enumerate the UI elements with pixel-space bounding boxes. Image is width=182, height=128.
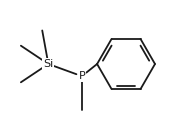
Text: Si: Si xyxy=(43,59,54,69)
Text: P: P xyxy=(78,71,85,81)
